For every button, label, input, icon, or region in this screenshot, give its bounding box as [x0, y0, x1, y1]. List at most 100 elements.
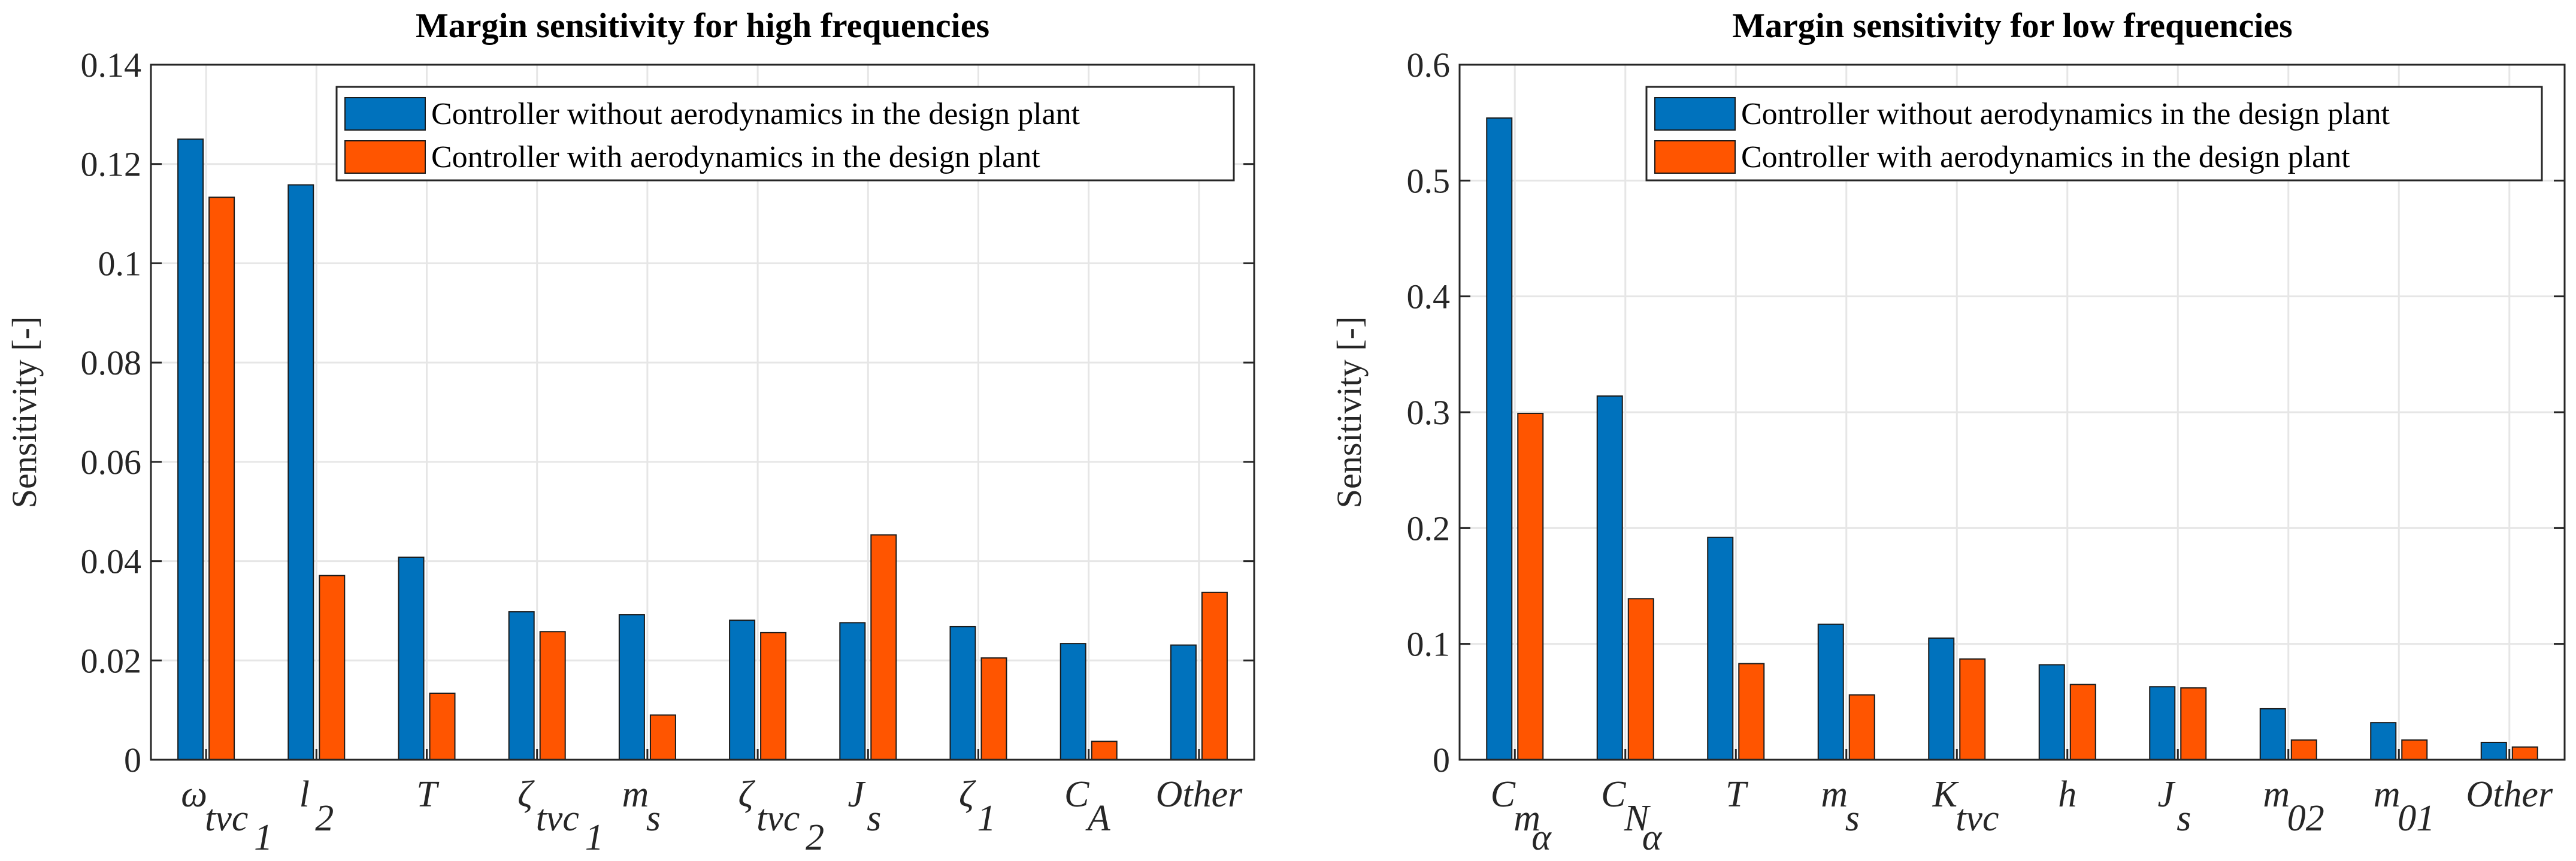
low-frequency-chart: Margin sensitivity for low frequencies S… — [1330, 6, 2566, 858]
x-tick-label-sub: s — [867, 798, 881, 839]
x-tick-label-sub: tvc — [205, 798, 248, 839]
x-tick-label-subsub: 1 — [585, 817, 604, 858]
y-tick-label: 0 — [124, 741, 141, 780]
bar-series0-3 — [508, 611, 535, 760]
bar-series0-7 — [949, 626, 976, 761]
y-tick-label: 0.6 — [1407, 46, 1451, 84]
x-tick-label-base: ω — [181, 774, 207, 815]
legend-label-series0: Controller without aerodynamics in the d… — [1741, 97, 2390, 131]
axes-frame — [1458, 64, 2566, 761]
x-tick-label: CA — [1064, 774, 1111, 839]
x-tick-label-base: C — [1601, 774, 1626, 815]
x-tick-label-base: C — [1064, 774, 1089, 815]
x-tick-label-base: m — [2374, 774, 2401, 815]
axes-frame — [150, 64, 1255, 761]
x-tick-label: Js — [848, 774, 882, 839]
legend-box — [1645, 86, 2543, 182]
bar-series0-7 — [2259, 708, 2286, 761]
x-tick-label-base: J — [848, 774, 866, 815]
x-tick-label-sub: tvc — [756, 798, 800, 839]
x-tick-label: m02 — [2263, 774, 2324, 839]
bar-series1-3 — [539, 631, 566, 760]
x-tick-label: m01 — [2374, 774, 2435, 839]
x-tick-label-sub: A — [1085, 798, 1111, 839]
x-tick-label-sub: tvc — [1956, 798, 1999, 839]
x-tick-label-sub: tvc — [536, 798, 579, 839]
x-tick-label-sub: 2 — [315, 798, 334, 839]
legend-label-series1: Controller with aerodynamics in the desi… — [1741, 140, 2350, 174]
x-tick-label-base: h — [2058, 774, 2076, 815]
legend-swatch-series1 — [1654, 140, 1736, 174]
bar-series1-8 — [1091, 741, 1118, 761]
x-tick-label-base: Other — [2466, 774, 2553, 815]
y-tick-label: 0.04 — [81, 542, 142, 581]
bar-series1-3 — [1848, 694, 1875, 760]
x-tick-label-sub: 01 — [2398, 798, 2435, 839]
bar-series0-3 — [1817, 623, 1844, 761]
bar-series1-6 — [870, 534, 897, 761]
y-tick-label: 0.5 — [1407, 161, 1451, 200]
x-tick-label-base: K — [1932, 774, 1960, 815]
bar-series0-4 — [618, 614, 645, 760]
x-tick-label-subsub: 2 — [806, 817, 824, 858]
x-tick-label-sub: N — [1624, 798, 1651, 839]
bar-series0-4 — [1928, 638, 1955, 760]
x-tick-label: ms — [1821, 774, 1860, 839]
bar-series1-8 — [2401, 739, 2428, 760]
x-tick-label: ms — [622, 774, 661, 839]
bar-series1-9 — [2511, 746, 2538, 760]
bar-series1-5 — [2069, 684, 2096, 761]
x-tick-label: T — [416, 774, 440, 815]
y-tick-label: 0.12 — [81, 145, 142, 184]
y-tick-label: 0 — [1433, 741, 1450, 780]
y-axis-label: Sensitivity [-] — [1330, 316, 1369, 509]
x-tick-label-sub: m — [1513, 798, 1540, 839]
y-tick-label: 0.08 — [81, 343, 142, 382]
x-tick-label-sub: s — [2177, 798, 2191, 839]
bar-series0-1 — [287, 184, 314, 760]
bar-series0-8 — [1060, 643, 1086, 760]
y-tick-label: 0.4 — [1407, 277, 1451, 316]
legend-label-series0: Controller without aerodynamics in the d… — [431, 97, 1080, 131]
x-tick-label-base: T — [1726, 774, 1749, 815]
chart-title: Margin sensitivity for low frequencies — [1732, 6, 2292, 45]
bar-series1-7 — [2290, 739, 2317, 760]
legend: Controller without aerodynamics in the d… — [335, 86, 1235, 182]
x-tick-label-base: m — [1821, 774, 1848, 815]
x-tick-label-base: ζ — [738, 774, 756, 815]
y-axis-label: Sensitivity [-] — [5, 316, 44, 509]
x-tick-label-base: ζ — [959, 774, 976, 815]
bar-series1-4 — [649, 714, 676, 761]
bar-series0-6 — [839, 622, 866, 761]
x-tick-label-base: T — [416, 774, 440, 815]
bar-series1-5 — [760, 632, 787, 761]
x-tick-label-sub: 02 — [2287, 798, 2324, 839]
y-tick-label: 0.02 — [81, 641, 142, 680]
high-frequency-chart: Margin sensitivity for high frequencies … — [5, 6, 1255, 858]
x-tick-label-sub: s — [646, 798, 661, 839]
y-tick-label: 0.1 — [98, 244, 142, 283]
legend-swatch-series0 — [344, 97, 426, 131]
bar-series0-9 — [2480, 742, 2507, 760]
y-tick-label: 0.3 — [1407, 393, 1451, 432]
legend-box — [335, 86, 1235, 182]
x-tick-label: Cmα — [1491, 774, 1552, 858]
x-tick-label: T — [1726, 774, 1749, 815]
x-tick-label: ζ1 — [959, 774, 996, 839]
legend: Controller without aerodynamics in the d… — [1645, 86, 2543, 182]
bar-series1-4 — [1959, 658, 1986, 761]
bar-series0-1 — [1596, 395, 1623, 760]
x-tick-label-base: m — [2263, 774, 2290, 815]
x-tick-label: l2 — [299, 774, 334, 839]
bar-series1-0 — [1517, 412, 1544, 760]
y-tick-label: 0.2 — [1407, 509, 1451, 548]
bar-series1-6 — [2180, 687, 2207, 760]
bar-series1-9 — [1201, 591, 1228, 760]
bar-series1-2 — [1738, 663, 1765, 760]
bar-series0-8 — [2370, 722, 2397, 760]
x-tick-label: Js — [2157, 774, 2191, 839]
x-tick-label-sub: 1 — [977, 798, 996, 839]
